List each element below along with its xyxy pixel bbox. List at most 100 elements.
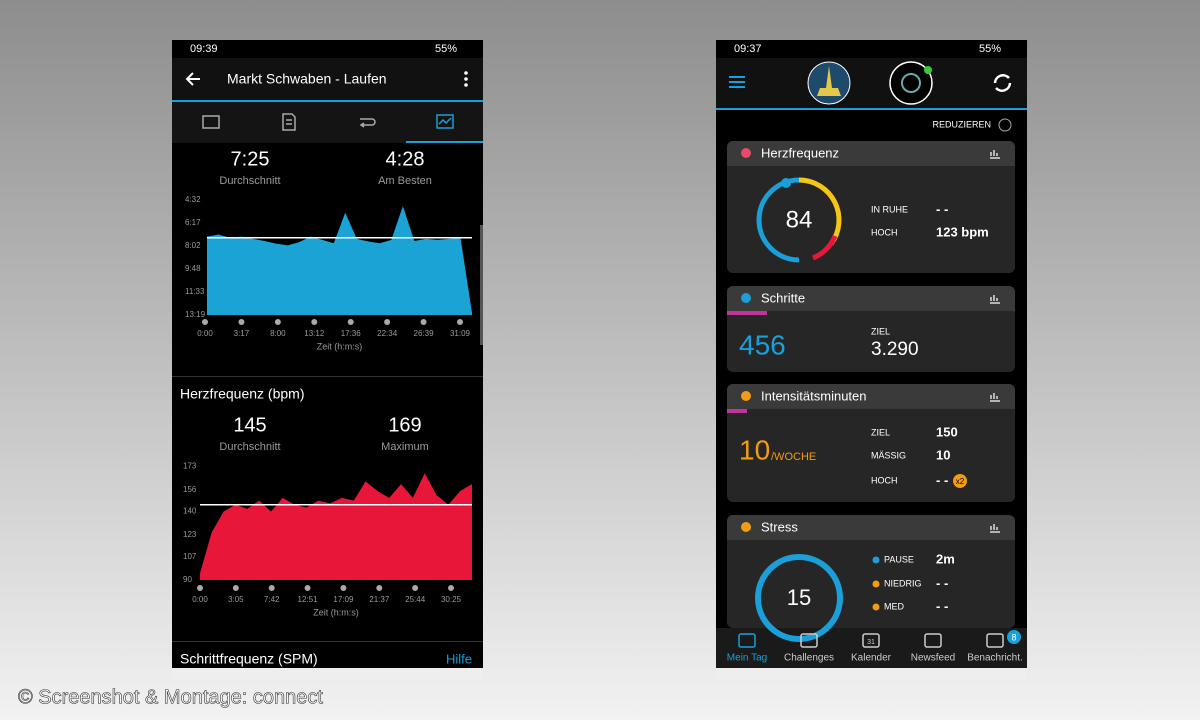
left-header (172, 58, 483, 100)
x-tick-label: 25:44 (405, 595, 426, 604)
system-nav (172, 668, 483, 680)
x-tick-label: 7:42 (264, 595, 280, 604)
x-tick-dot (420, 319, 427, 325)
row-label: HOCH (871, 475, 898, 485)
row-label: MED (884, 601, 905, 611)
heart-rate: 84 (786, 206, 813, 233)
reduce-button[interactable]: REDUZIEREN (932, 119, 991, 129)
card-icon (741, 522, 751, 532)
tab-details[interactable] (282, 113, 296, 131)
card-title: Intensitätsminuten (761, 388, 867, 403)
device[interactable] (889, 61, 933, 105)
y-tick-label: 107 (183, 552, 197, 561)
nav-icon[interactable] (924, 633, 942, 648)
chart-icon[interactable] (990, 295, 1000, 304)
nav-label: Newsfeed (911, 653, 955, 664)
gauge-marker (781, 178, 791, 188)
nav-icon[interactable] (862, 633, 880, 648)
tab-indicator (406, 141, 483, 143)
x-tick-label: 21:37 (369, 595, 390, 604)
badge-text: x2 (956, 477, 965, 486)
nav-label: Challenges (784, 653, 834, 664)
nav-icon[interactable] (738, 633, 756, 648)
tab-charts[interactable] (436, 114, 454, 129)
x-tick-dot (376, 585, 383, 591)
row-label: ZIEL (871, 326, 890, 336)
gauge-warm (798, 177, 842, 246)
row-value: - - (936, 598, 948, 613)
card-icon (741, 391, 751, 401)
legend-dot (872, 580, 880, 588)
steps: 456 (739, 329, 786, 360)
tab-laps[interactable] (359, 118, 376, 128)
x-tick-dot (311, 319, 318, 325)
row-value: - - (936, 575, 948, 590)
card-title: Schritte (761, 290, 805, 305)
tab-overview[interactable] (202, 115, 220, 129)
y-tick-label: 156 (183, 485, 197, 494)
activity-title: Markt Schwaben - Laufen (227, 71, 387, 87)
x-tick-label: 3:05 (228, 595, 244, 604)
x-tick-dot (347, 319, 354, 325)
x-tick-dot (457, 319, 463, 325)
chart-icon[interactable] (990, 524, 1000, 533)
row-value: 123 bpm (936, 224, 989, 239)
x-axis-label: Zeit (h:m:s) (317, 341, 363, 351)
scrollbar (480, 225, 483, 345)
row-label: NIEDRIG (884, 578, 922, 588)
progress (727, 409, 747, 413)
status-battery: 55% (435, 43, 457, 55)
card-header (727, 286, 1015, 311)
menu-button[interactable] (464, 71, 468, 87)
x-tick-label: 12:51 (298, 595, 319, 604)
sync-button[interactable] (993, 74, 1012, 92)
help-link[interactable]: Hilfe (446, 651, 472, 666)
chart-icon[interactable] (990, 393, 1000, 402)
nav-icon[interactable] (986, 633, 1004, 648)
status-time: 09:39 (190, 43, 218, 55)
header-line (172, 100, 483, 102)
y-tick-label: 4:32 (185, 195, 201, 204)
reduce-icon[interactable] (998, 118, 1012, 132)
nav-label: Kalender (851, 653, 892, 664)
card-header (727, 384, 1015, 409)
back-button[interactable] (185, 72, 200, 86)
calendar-day: 31 (867, 639, 875, 646)
y-tick-label: 8:02 (185, 241, 201, 250)
y-tick-label: 140 (183, 507, 197, 516)
area (207, 206, 472, 315)
credit: © Screenshot & Montage: connect (18, 686, 323, 708)
y-tick-label: 13:19 (185, 310, 206, 319)
x-tick-label: 0:00 (197, 329, 213, 338)
x-axis-label: Zeit (h:m:s) (313, 607, 359, 617)
x-tick-label: 31:09 (450, 329, 471, 338)
stat-label: Durchschnitt (219, 441, 280, 453)
row-value: - - (936, 472, 948, 487)
status-battery: 55% (979, 43, 1001, 55)
divider (172, 641, 483, 642)
x-tick-label: 3:17 (234, 329, 250, 338)
system-nav (716, 668, 1027, 680)
x-tick-dot (304, 585, 311, 591)
section-title: Herzfrequenz (bpm) (180, 386, 305, 402)
header-line (716, 108, 1027, 110)
chart-icon[interactable] (990, 150, 1000, 159)
row-value: 3.290 (871, 339, 919, 360)
nav-icon[interactable] (800, 633, 818, 648)
row-value: - - (936, 201, 948, 216)
x-tick-label: 30:25 (441, 595, 462, 604)
right-header (716, 58, 1027, 108)
device-icon (901, 73, 921, 93)
hamburger-menu[interactable] (729, 76, 745, 88)
card (727, 384, 1015, 502)
row-label: PAUSE (884, 554, 914, 564)
stat-label: Am Besten (378, 175, 432, 187)
x-tick-dot (412, 585, 419, 591)
card-header (727, 515, 1015, 540)
y-tick-label: 9:48 (185, 264, 201, 273)
stat-value: 145 (233, 414, 266, 436)
row-label: IN RUHE (871, 204, 908, 214)
badge (953, 474, 967, 488)
x-tick-label: 22:34 (377, 329, 398, 338)
